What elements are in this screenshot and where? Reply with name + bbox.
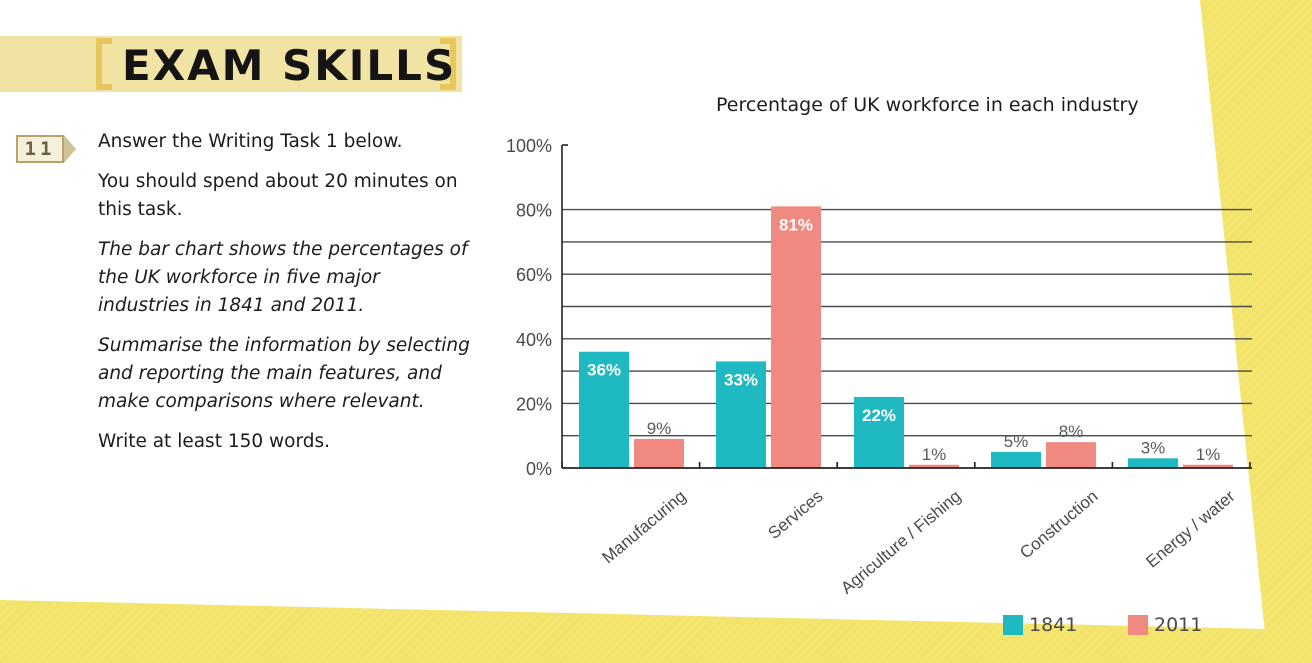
data-label: 9%: [647, 419, 672, 438]
y-tick-label: 100%: [506, 136, 552, 156]
bar-2011: [1046, 442, 1096, 468]
data-label: 8%: [1059, 422, 1084, 441]
legend-label-1841: 1841: [1029, 614, 1078, 636]
bar-2011: [771, 206, 821, 468]
x-tick-label: Manufacuring: [598, 487, 689, 568]
legend-item-2011: 2011: [1128, 614, 1202, 636]
bar-2011: [909, 464, 959, 468]
left-bracket-decoration: [96, 38, 112, 90]
x-tick-label: Services: [764, 487, 826, 543]
task-prompt-1: The bar chart shows the percentages of t…: [98, 239, 468, 316]
data-label: 33%: [724, 370, 758, 389]
bar-1841: [991, 451, 1041, 468]
bar-1841: [854, 396, 904, 468]
y-tick-label: 40%: [516, 330, 552, 350]
task-prompt-2: Summarise the information by selecting a…: [98, 335, 470, 412]
data-label: 1%: [1196, 445, 1221, 464]
task-number-badge: 11: [16, 134, 78, 164]
y-tick-label: 20%: [516, 394, 552, 414]
bar-1841: [579, 351, 629, 468]
right-bracket-decoration: [440, 38, 456, 90]
task-instructions: Answer the Writing Task 1 below. You sho…: [98, 128, 470, 468]
instruction-line-2: You should spend about 20 minutes on thi…: [98, 171, 458, 220]
badge-arrow-icon: [64, 135, 76, 163]
y-tick-label: 80%: [516, 201, 552, 221]
data-label: 1%: [922, 445, 947, 464]
title-bar: [0, 36, 462, 92]
data-label: 5%: [1004, 432, 1029, 451]
instruction-line-3: Write at least 150 words.: [98, 431, 331, 452]
instruction-line-1: Answer the Writing Task 1 below.: [98, 131, 403, 152]
bar-2011: [634, 438, 684, 468]
chart-title: Percentage of UK workforce in each indus…: [716, 94, 1139, 116]
data-label: 81%: [779, 215, 813, 234]
page-title: EXAM SKILLS: [122, 41, 457, 90]
data-label: 22%: [862, 406, 896, 425]
task-number: 11: [16, 135, 64, 163]
x-tick-label: Construction: [1016, 487, 1101, 563]
y-tick-label: 0%: [526, 459, 552, 479]
bar-1841: [716, 361, 766, 468]
data-label: 3%: [1141, 438, 1166, 457]
y-tick-label: 60%: [516, 265, 552, 285]
bar-2011: [1183, 464, 1233, 468]
legend-item-1841: 1841: [1003, 614, 1077, 636]
data-label: 36%: [587, 361, 621, 380]
legend-label-2011: 2011: [1154, 614, 1203, 636]
legend-swatch-1841: [1003, 615, 1023, 635]
bar-1841: [1128, 458, 1178, 468]
legend-swatch-2011: [1128, 615, 1148, 635]
x-tick-label: Agriculture / Fishing: [837, 487, 964, 598]
x-tick-label: Energy / water: [1142, 486, 1238, 571]
